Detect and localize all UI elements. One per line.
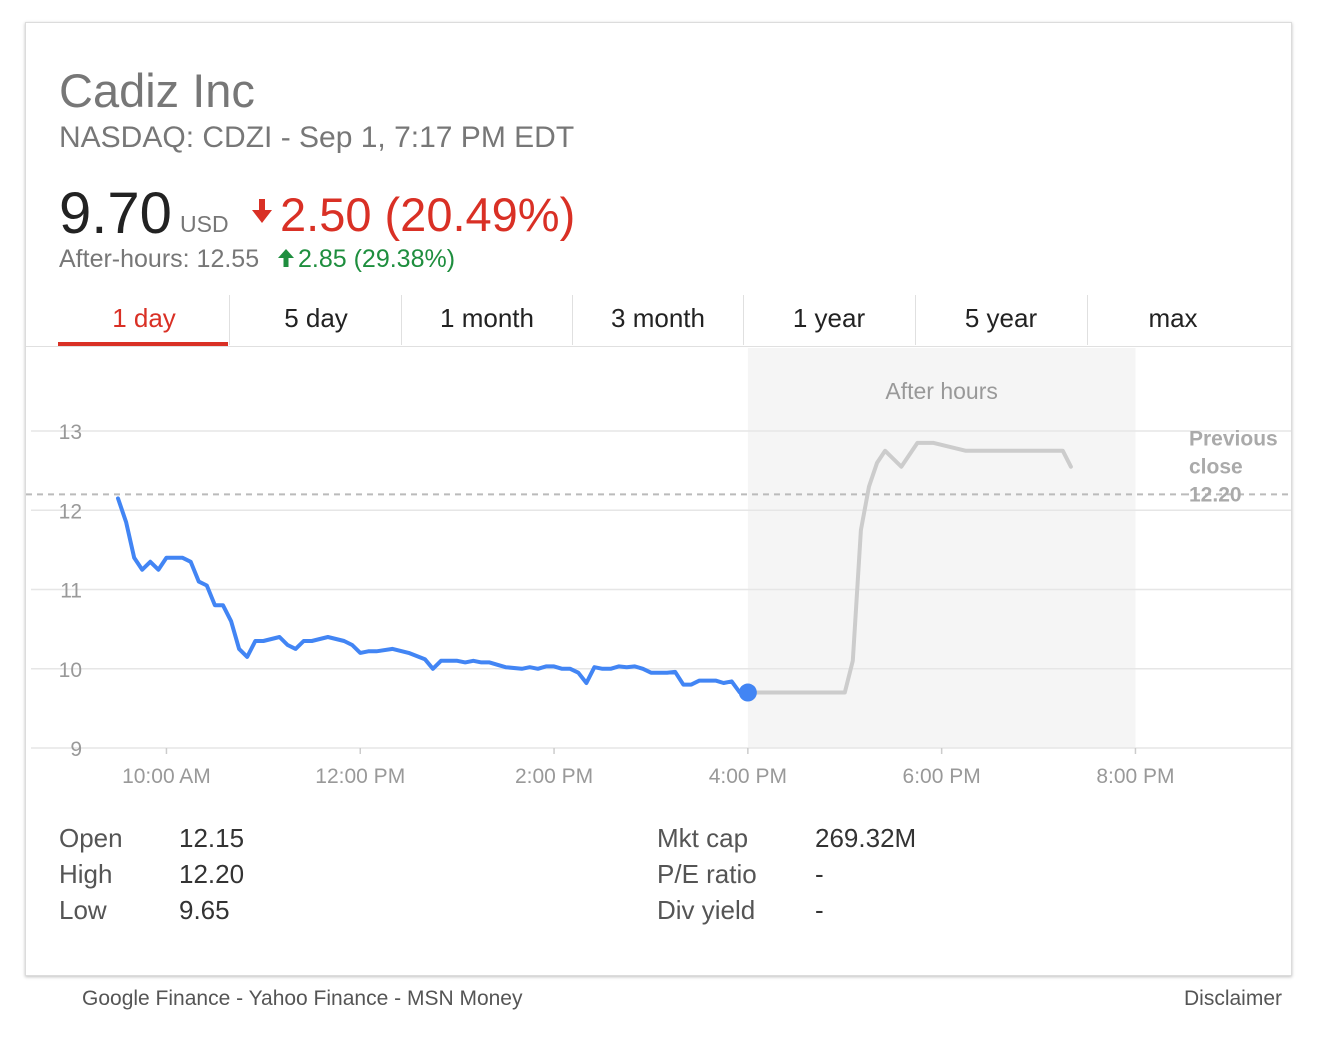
- x-tick-label: 8:00 PM: [1096, 765, 1174, 788]
- stat-label-pe-ratio: P/E ratio: [657, 859, 757, 889]
- after-hours-price: After-hours: 12.55: [59, 245, 260, 273]
- after-hours-change: 2.85 (29.38%): [298, 245, 456, 273]
- after-hours-label: After hours: [885, 378, 998, 404]
- x-tick-label: 4:00 PM: [709, 765, 787, 788]
- source-links: Google Finance - Yahoo Finance - MSN Mon…: [82, 987, 523, 1010]
- x-tick-label: 12:00 PM: [315, 765, 405, 788]
- stats-left: Open 12.15 High 12.20 Low 9.65: [59, 820, 244, 928]
- stat-value-open: 12.15: [179, 823, 245, 853]
- y-tick-label: 9: [70, 738, 82, 761]
- last-price-marker: [738, 683, 757, 702]
- stat-value-low: 9.65: [179, 895, 230, 925]
- after-hours-price-line: [745, 440, 1073, 695]
- stat-row: Low 9.65: [59, 892, 244, 928]
- x-tick-label: 10:00 AM: [122, 765, 211, 788]
- price-chart[interactable]: After hours 13 12 11 10 9 10:00 AM 12:00 PM 2:00…: [26, 23, 1291, 823]
- x-tick-label: 6:00 PM: [903, 765, 981, 788]
- previous-close-label: close: [1189, 455, 1243, 478]
- active-tab-indicator: [58, 342, 228, 346]
- stat-label-div-yield: Div yield: [657, 895, 756, 925]
- stat-row: Div yield -: [657, 892, 916, 928]
- tab-max[interactable]: max: [1148, 303, 1198, 333]
- company-name: Cadiz Inc: [59, 64, 255, 117]
- tab-1-year[interactable]: 1 year: [792, 303, 866, 333]
- ticker-timestamp: NASDAQ: CDZI - Sep 1, 7:17 PM EDT: [59, 121, 575, 154]
- stat-value-mkt-cap: 269.32M: [815, 823, 917, 853]
- arrow-up-icon: [278, 249, 294, 267]
- stat-value-pe-ratio: -: [815, 859, 824, 889]
- stat-label-mkt-cap: Mkt cap: [657, 823, 749, 853]
- tab-1-day[interactable]: 1 day: [112, 303, 176, 333]
- previous-close-label: Previous: [1189, 427, 1278, 450]
- tab-1-month[interactable]: 1 month: [440, 303, 534, 333]
- stat-row: P/E ratio -: [657, 856, 916, 892]
- stat-row: Open 12.15: [59, 820, 244, 856]
- link-google-finance[interactable]: Google Finance: [82, 987, 231, 1010]
- disclaimer-link[interactable]: Disclaimer: [1184, 987, 1283, 1010]
- stat-label-high: High: [59, 859, 113, 889]
- y-tick-label: 10: [59, 659, 82, 682]
- link-msn-money[interactable]: MSN Money: [406, 987, 523, 1010]
- stat-row: High 12.20: [59, 856, 244, 892]
- stat-label-open: Open: [59, 823, 123, 853]
- current-price: 9.70: [59, 181, 172, 246]
- x-tick-label: 2:00 PM: [515, 765, 593, 788]
- price-change: 2.50 (20.49%): [280, 188, 576, 241]
- arrow-down-icon: [252, 199, 272, 223]
- y-tick-label: 12: [59, 500, 82, 523]
- after-hours-region: [747, 348, 1136, 748]
- tab-5-day[interactable]: 5 day: [284, 303, 348, 333]
- stat-label-low: Low: [59, 895, 107, 925]
- regular-hours-price-line: [116, 496, 750, 695]
- link-yahoo-finance[interactable]: Yahoo Finance: [248, 987, 389, 1010]
- currency-label: USD: [180, 211, 229, 237]
- range-tabs: 1 day 5 day 1 month 3 month 1 year 5 yea…: [58, 293, 1290, 346]
- stock-card: Cadiz Inc NASDAQ: CDZI - Sep 1, 7:17 PM …: [25, 22, 1292, 976]
- tab-5-year[interactable]: 5 year: [964, 303, 1038, 333]
- stat-row: Mkt cap 269.32M: [657, 820, 916, 856]
- stats-right: Mkt cap 269.32M P/E ratio - Div yield -: [657, 820, 916, 928]
- y-tick-label: 11: [60, 580, 82, 603]
- stat-value-high: 12.20: [179, 859, 245, 889]
- previous-close-label: 12.20: [1189, 483, 1242, 506]
- stat-value-div-yield: -: [815, 895, 824, 925]
- tab-3-month[interactable]: 3 month: [611, 303, 705, 333]
- y-tick-label: 13: [59, 421, 82, 444]
